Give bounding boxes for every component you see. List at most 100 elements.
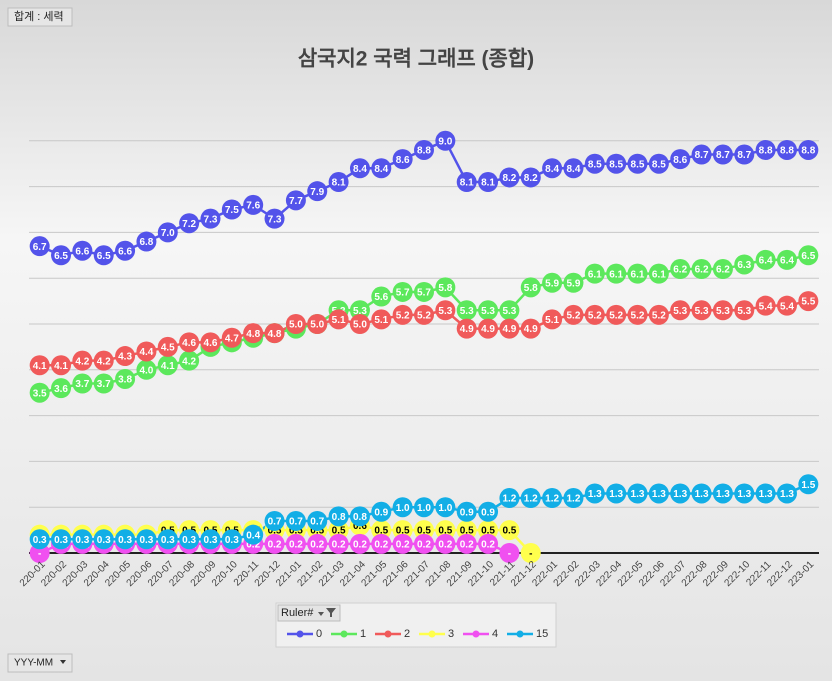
data-label: 0.2 xyxy=(396,539,410,550)
data-point xyxy=(179,350,200,371)
data-label: 4.4 xyxy=(139,347,153,358)
data-label: 0.5 xyxy=(438,526,452,537)
data-point xyxy=(136,231,157,252)
data-label: 5.3 xyxy=(502,306,516,317)
data-point xyxy=(691,259,712,280)
data-label: 0.5 xyxy=(396,526,410,537)
data-label: 1.3 xyxy=(737,489,751,500)
data-point xyxy=(563,272,584,293)
data-label: 4.8 xyxy=(268,329,282,340)
data-label: 6.2 xyxy=(673,265,687,276)
data-label: - xyxy=(508,549,511,560)
data-label: 8.7 xyxy=(695,150,709,161)
data-point xyxy=(478,520,499,541)
data-label: 8.5 xyxy=(652,159,666,170)
data-point xyxy=(29,355,50,376)
data-label: 5.3 xyxy=(353,306,367,317)
axis-field-button[interactable] xyxy=(7,653,73,673)
legend-label: 2 xyxy=(404,628,410,640)
data-point xyxy=(243,194,264,215)
data-point xyxy=(136,341,157,362)
data-label: 0.7 xyxy=(289,517,303,528)
data-point xyxy=(478,172,499,193)
data-point xyxy=(691,300,712,321)
data-point xyxy=(115,346,136,367)
data-label: 4.9 xyxy=(524,324,538,335)
data-point xyxy=(371,309,392,330)
data-label: 3.7 xyxy=(75,379,89,390)
legend-field-button[interactable] xyxy=(277,604,341,622)
data-point xyxy=(115,240,136,261)
data-point xyxy=(435,533,456,554)
data-point xyxy=(456,520,477,541)
data-point xyxy=(200,208,221,229)
data-point xyxy=(478,318,499,339)
legend-label: 15 xyxy=(536,628,548,640)
data-point xyxy=(542,488,563,509)
data-point xyxy=(29,236,50,257)
data-point xyxy=(520,277,541,298)
data-point xyxy=(221,199,242,220)
data-label: 7.9 xyxy=(310,187,324,198)
data-label: 5.3 xyxy=(716,306,730,317)
data-point xyxy=(734,483,755,504)
data-point xyxy=(478,300,499,321)
data-label: 5.1 xyxy=(545,315,559,326)
data-label: 4.5 xyxy=(161,343,175,354)
data-point xyxy=(584,263,605,284)
data-point xyxy=(499,167,520,188)
data-point xyxy=(93,350,114,371)
data-point xyxy=(414,533,434,554)
data-point xyxy=(328,506,349,527)
data-point xyxy=(542,158,563,179)
data-label: 6.4 xyxy=(780,256,794,267)
data-label: 5.2 xyxy=(588,310,602,321)
data-label: 5.3 xyxy=(438,306,452,317)
data-label: 4.1 xyxy=(33,361,47,372)
data-label: 5.6 xyxy=(374,292,388,303)
data-label: 0.2 xyxy=(332,539,346,550)
data-point xyxy=(392,304,413,325)
data-point xyxy=(414,281,434,302)
data-point xyxy=(392,281,413,302)
data-label: 1.3 xyxy=(631,489,645,500)
data-point xyxy=(51,355,72,376)
data-label: 4.6 xyxy=(182,338,196,349)
data-label: 8.5 xyxy=(588,159,602,170)
data-point xyxy=(392,149,413,170)
data-label: 8.2 xyxy=(502,173,516,184)
data-point xyxy=(51,529,72,550)
data-point xyxy=(520,167,541,188)
data-point xyxy=(349,314,370,334)
dropdown-icon xyxy=(60,660,66,664)
data-point xyxy=(328,172,349,193)
data-point xyxy=(414,139,434,160)
data-label: 4.8 xyxy=(246,329,260,340)
data-point xyxy=(691,483,712,504)
data-point xyxy=(349,533,370,554)
data-label: 4.2 xyxy=(97,356,111,367)
filter-button[interactable] xyxy=(7,7,73,27)
data-point xyxy=(264,533,285,554)
data-label: 1.3 xyxy=(716,489,730,500)
data-label: 5.3 xyxy=(460,306,474,317)
data-label: 1.3 xyxy=(673,489,687,500)
data-label: 0.6 xyxy=(353,521,367,532)
data-point xyxy=(179,213,200,234)
data-label: 0.5 xyxy=(332,526,346,537)
legend-marker xyxy=(384,630,392,638)
data-label: 7.5 xyxy=(225,205,239,216)
data-label: 5.3 xyxy=(737,306,751,317)
data-point xyxy=(72,240,93,261)
data-point xyxy=(414,520,434,541)
data-label: 8.4 xyxy=(545,164,559,175)
data-label: 4.1 xyxy=(161,361,175,372)
data-label: 5.8 xyxy=(438,283,452,294)
data-label: 0.3 xyxy=(161,535,175,546)
legend-title: Ruler# xyxy=(281,607,314,619)
filter-label: 합계 : 세력 xyxy=(14,10,64,23)
data-label: 0.2 xyxy=(374,539,388,550)
data-point xyxy=(93,245,114,266)
data-label: 5.7 xyxy=(396,288,410,299)
